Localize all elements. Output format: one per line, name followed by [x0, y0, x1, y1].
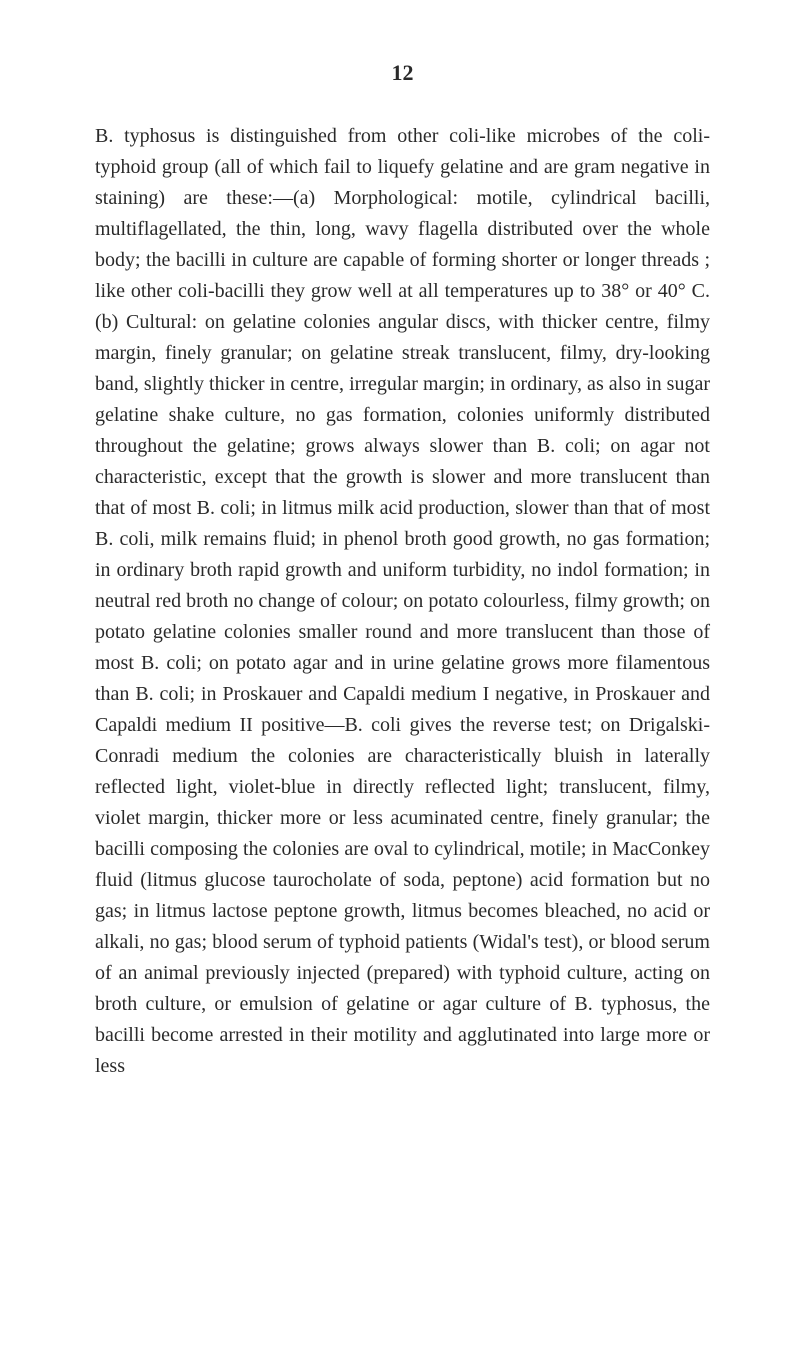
body-paragraph: B. typhosus is distinguished from other …	[95, 121, 710, 1082]
page-number: 12	[95, 60, 710, 86]
